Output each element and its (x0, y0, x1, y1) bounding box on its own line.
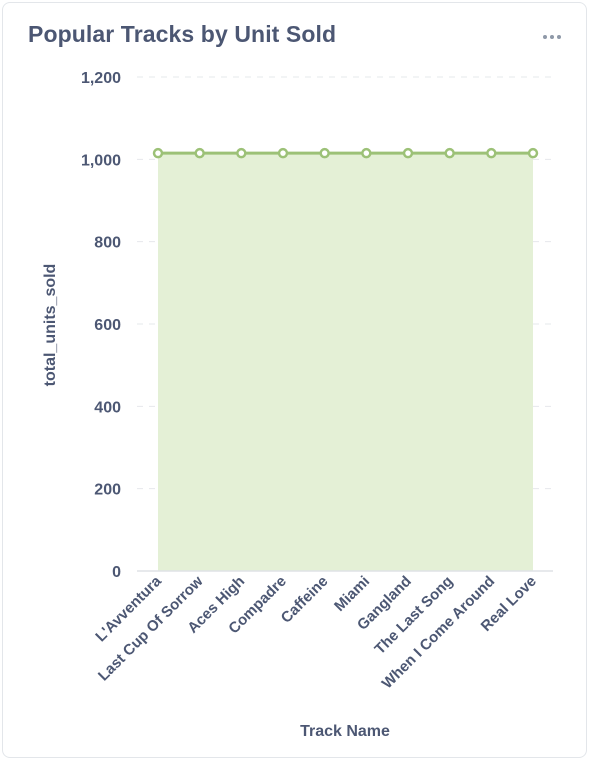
data-point[interactable] (277, 147, 289, 159)
y-tick-label: 1,200 (81, 70, 121, 87)
y-tick-label: 800 (94, 235, 121, 252)
data-point[interactable] (444, 147, 455, 159)
data-point[interactable] (236, 147, 247, 159)
card-title: Popular Tracks by Unit Sold (28, 21, 337, 47)
y-axis-title: total_units_sold (42, 264, 59, 387)
data-point[interactable] (152, 147, 164, 159)
data-point[interactable] (319, 147, 330, 159)
data-point[interactable] (527, 147, 539, 159)
data-point[interactable] (194, 147, 205, 159)
y-tick-label: 0 (112, 564, 121, 581)
x-axis-title: Track Name (300, 723, 390, 740)
data-point[interactable] (486, 147, 497, 159)
y-tick-label: 200 (94, 482, 121, 499)
more-horizontal-icon (543, 35, 561, 39)
series-area-layer (158, 151, 533, 572)
y-tick-label: 1,000 (81, 152, 121, 169)
y-tick-label: 400 (94, 399, 121, 416)
y-tick-label: 600 (94, 317, 121, 334)
more-options-button[interactable] (539, 25, 565, 49)
data-points (152, 147, 539, 159)
data-point[interactable] (402, 147, 414, 159)
y-tick-labels: 0 200 400 600 800 1,000 1,200 (81, 70, 121, 581)
series-area (158, 153, 533, 572)
data-point[interactable] (361, 147, 372, 159)
